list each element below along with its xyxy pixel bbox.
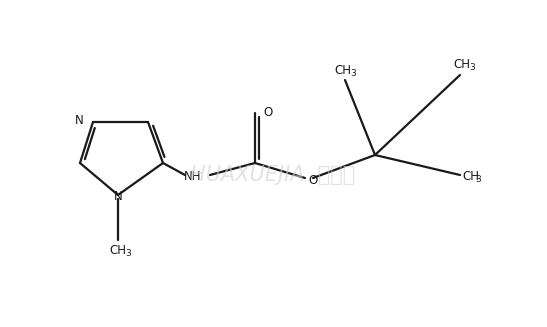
Text: 3: 3 [125,249,131,257]
Text: N: N [114,191,123,203]
Text: NH: NH [184,169,202,182]
Text: CH: CH [109,244,126,256]
Text: O: O [308,174,317,186]
Text: 3: 3 [469,63,475,73]
Text: HUAXUEJIA  化学加: HUAXUEJIA 化学加 [190,165,356,185]
Text: 3: 3 [475,176,481,184]
Text: CH: CH [453,59,470,72]
Text: CH: CH [462,170,479,183]
Text: N: N [75,114,84,128]
Text: CH: CH [335,63,352,77]
Text: O: O [263,106,272,118]
Text: 3: 3 [350,68,356,77]
